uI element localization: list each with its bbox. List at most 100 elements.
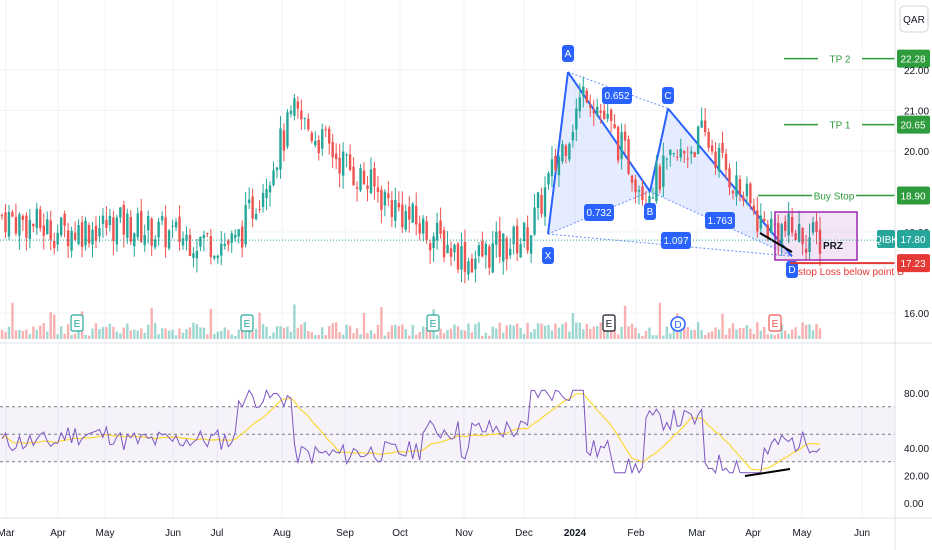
candle-body [752,205,756,212]
earnings-marker [602,314,616,332]
volume-bar [731,323,735,339]
volume-bar [338,332,341,339]
volume-bar [376,324,380,339]
candle-body [470,258,474,273]
candle-body [415,205,418,225]
volume-bar [220,330,223,339]
candle-body [387,193,390,199]
candle-body [669,149,672,155]
candle-body [0,215,4,217]
pattern-leg [567,71,651,193]
candle-body [777,223,780,243]
volume-bar [578,322,582,339]
candle-body [192,253,195,258]
candle-body [46,219,49,235]
volume-bar [745,325,749,339]
volume-bar [77,329,80,339]
candle-body [199,236,202,247]
volume-bar [575,322,578,339]
volume-bar [766,334,769,339]
candle-body [28,219,32,239]
volume-bar [540,323,543,339]
volume-bar [509,324,512,339]
volume-bar [470,332,474,339]
volume-bar [808,324,811,339]
ratio-label: 1.097 [663,236,688,247]
volume-bar [70,335,73,339]
candle-body [70,230,73,251]
volume-bar [655,335,658,339]
candle-body [766,224,769,239]
ratio-label: 0.732 [586,208,611,219]
volume-bar [481,335,484,339]
volume-bar [529,332,533,339]
candle-body [690,151,693,154]
candle-body [289,110,293,114]
candle-body [56,232,59,245]
candle-body [293,98,296,116]
candle-body [686,158,689,160]
volume-bar [355,328,359,339]
volume-bar [366,332,369,339]
x-tick-label: Aug [273,528,291,539]
candle-body [592,110,595,114]
volume-bar [460,329,463,339]
volume-bar [383,335,387,339]
candle-body [49,220,52,240]
candle-body [261,192,265,208]
candle-body [247,199,251,204]
candle-body [355,187,359,189]
candle-body [561,144,564,162]
pattern-point-label: A [565,49,572,60]
volume-bar [484,332,488,339]
volume-bar [49,312,52,339]
candle-body [286,112,289,147]
volume-bar [401,324,404,339]
volume-bar [56,334,59,339]
volume-bar [244,331,247,339]
volume-bar [115,331,119,339]
candle-body [543,187,547,217]
volume-bar [91,328,94,339]
candle-body [418,223,421,234]
candle-body [655,163,658,202]
volume-bar [582,329,585,339]
symbol-badge: QIBK [874,235,898,246]
volume-bar [185,329,188,339]
volume-bar [690,330,693,339]
volume-bar [651,335,655,339]
volume-bar [495,328,498,339]
candle-body [157,221,160,238]
volume-bar [348,325,352,339]
volume-bar [474,324,477,339]
volume-bar [797,335,801,339]
volume-bar [672,323,676,339]
candle-body [735,175,738,197]
candle-body [498,230,501,257]
candle-body [345,154,348,156]
volume-bar [192,322,195,339]
volume-bar [345,324,348,339]
currency-box[interactable] [899,5,929,33]
volume-bar [543,325,547,339]
marker-label: E [74,319,81,330]
volume-bar [404,329,407,339]
candle-body [35,208,39,229]
volume-bar [240,325,244,339]
volume-bar [171,329,174,339]
candle-body [509,248,512,256]
candle-body [596,106,599,115]
pattern-point-badge [542,247,554,264]
volume-bar [265,326,268,339]
candle-body [84,220,87,246]
x-tick-label: Apr [50,528,66,539]
candle-body [728,168,731,188]
ratio-badge [602,87,632,104]
volume-bar [317,334,320,339]
candle-body [240,226,244,248]
level-price: 22.28 [900,55,925,66]
grid-lines [0,0,895,518]
candle-body [627,139,630,174]
price-tick-label: 22.00 [904,66,929,77]
